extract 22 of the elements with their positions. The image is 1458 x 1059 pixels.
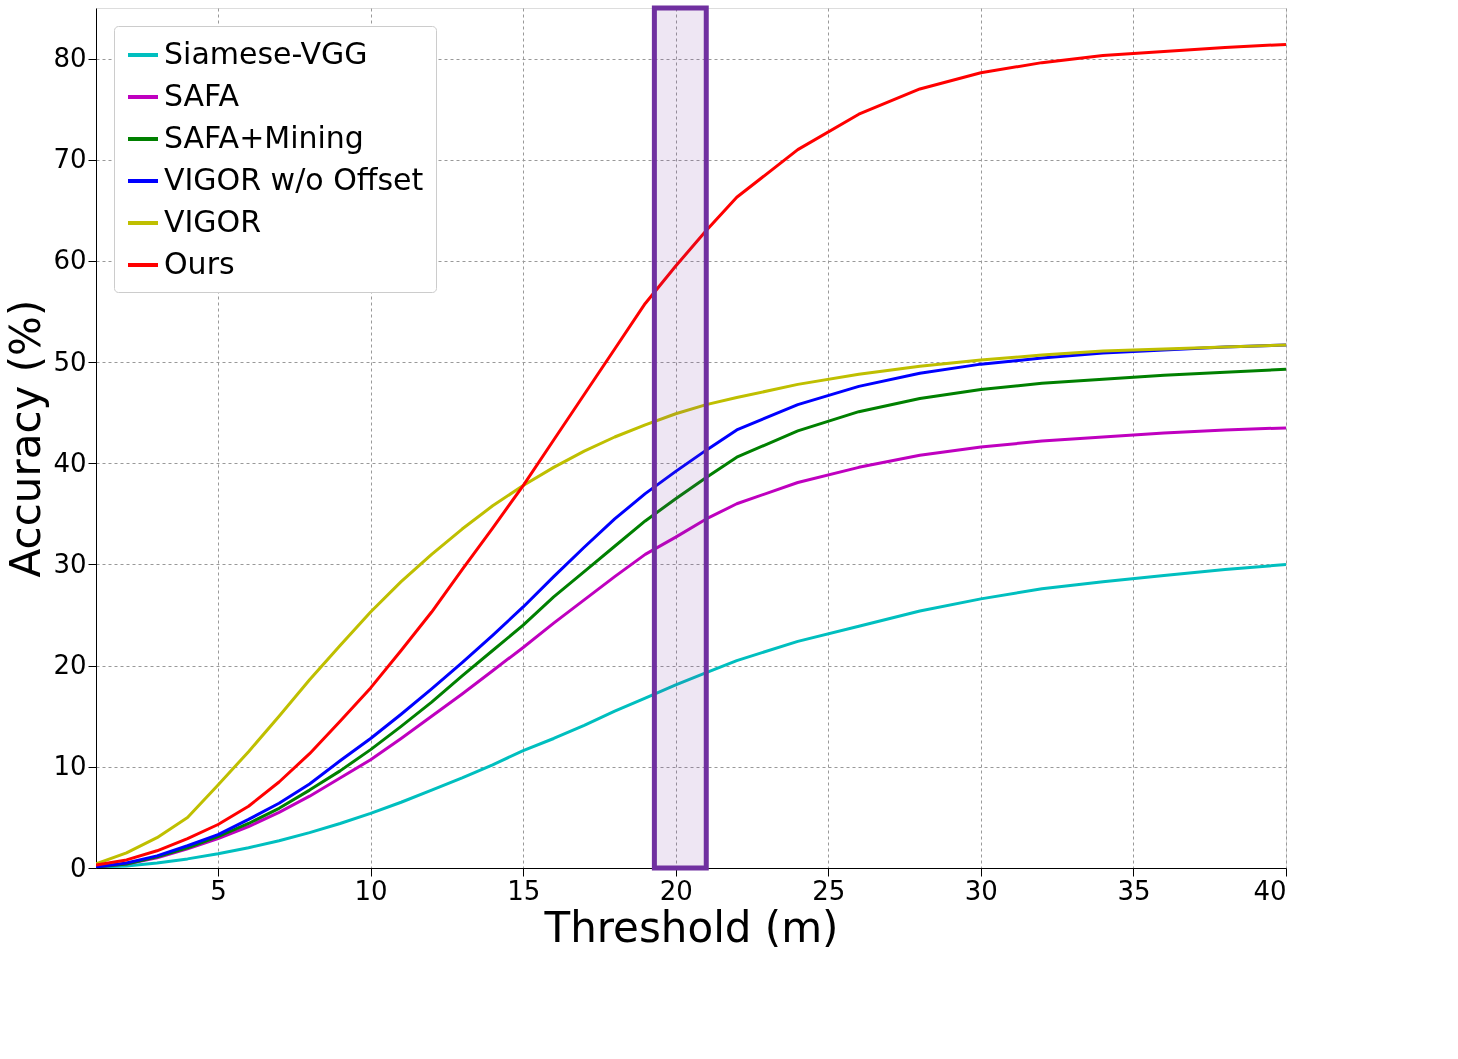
legend-label: VIGOR w/o Offset — [164, 162, 424, 197]
y-tick-label: 80 — [53, 43, 87, 74]
y-tick-label: 20 — [53, 650, 87, 681]
x-tick-label: 5 — [210, 875, 227, 906]
y-tick-label: 0 — [69, 852, 87, 883]
y-tick-label: 10 — [53, 751, 87, 782]
y-tick-label: 50 — [53, 346, 87, 377]
x-tick-label: 15 — [507, 875, 541, 906]
legend-label: Siamese-VGG — [164, 36, 368, 71]
y-tick-label: 60 — [53, 245, 87, 276]
legend-label: SAFA — [164, 78, 240, 113]
x-tick-label: 35 — [1117, 875, 1151, 906]
y-tick-label: 30 — [53, 548, 87, 579]
y-axis-title: Accuracy (%) — [1, 299, 51, 578]
x-tick-label: 40 — [1253, 875, 1287, 906]
legend-label: Ours — [164, 246, 235, 281]
x-tick-label: 10 — [354, 875, 388, 906]
legend-label: SAFA+Mining — [164, 120, 364, 155]
y-tick-label: 70 — [53, 144, 87, 175]
legend-label: VIGOR — [164, 204, 262, 239]
x-tick-label: 30 — [964, 875, 998, 906]
y-tick-label: 40 — [53, 447, 87, 478]
